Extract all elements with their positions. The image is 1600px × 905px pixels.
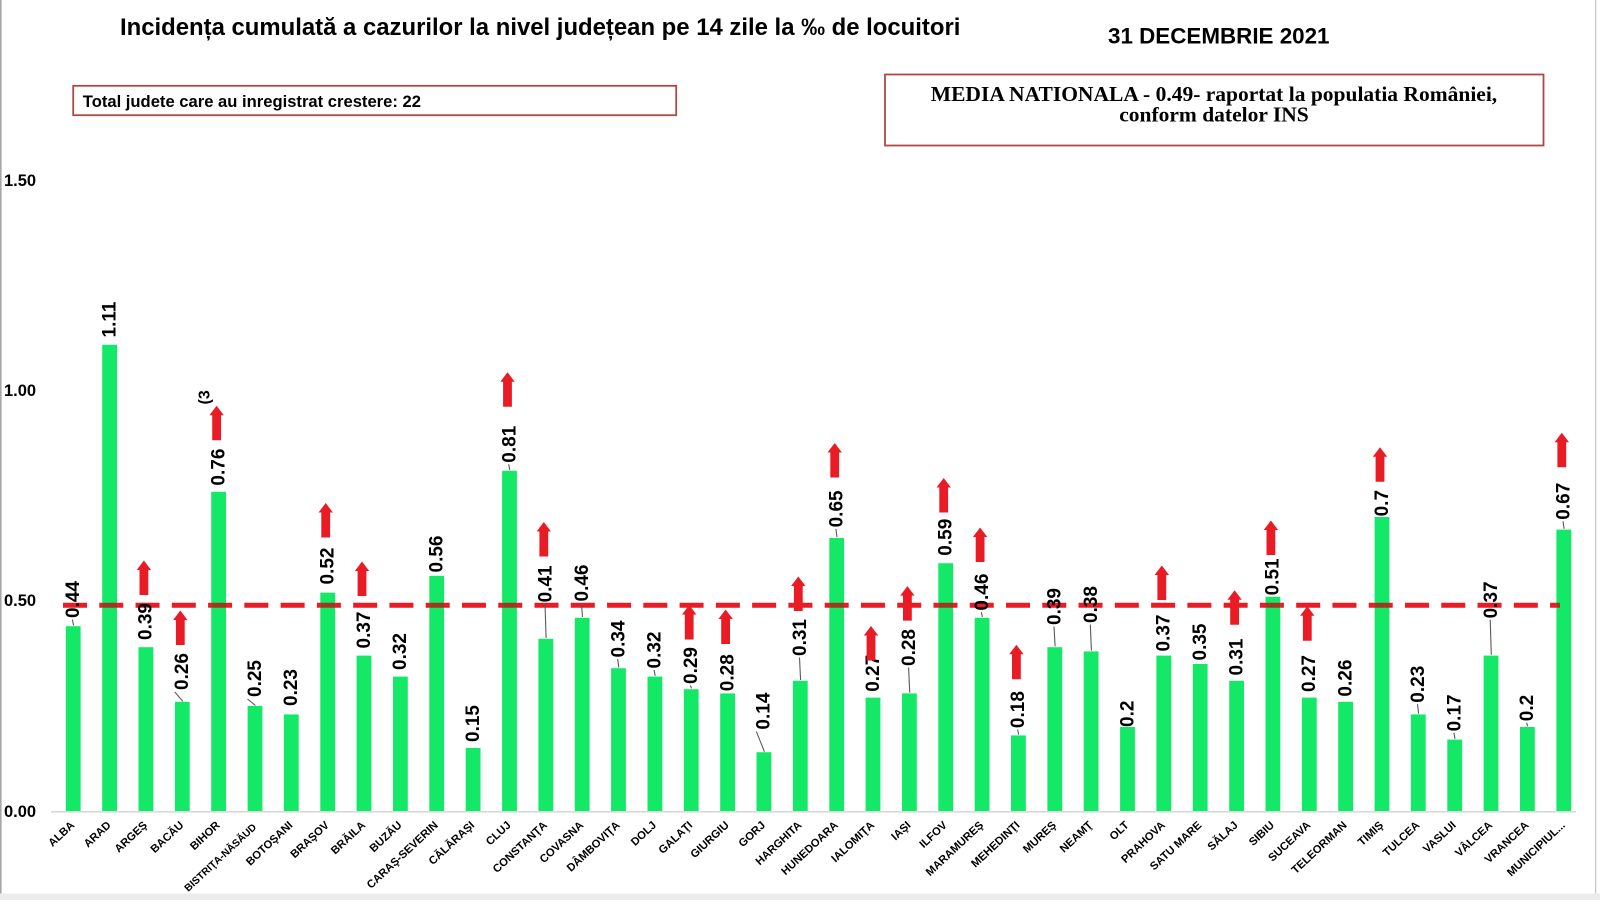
svg-text:0.26: 0.26 xyxy=(172,653,193,690)
svg-text:1.11: 1.11 xyxy=(99,301,120,337)
svg-text:0.25: 0.25 xyxy=(245,660,266,697)
svg-text:0.39: 0.39 xyxy=(136,603,157,640)
svg-text:0.59: 0.59 xyxy=(936,519,957,556)
svg-text:0.38: 0.38 xyxy=(1081,586,1102,623)
svg-text:0.2: 0.2 xyxy=(1517,695,1538,721)
svg-text:0.46: 0.46 xyxy=(972,574,993,611)
svg-text:0.17: 0.17 xyxy=(1445,694,1466,731)
svg-text:Incidența cumulată a cazurilor: Incidența cumulată a cazurilor la nivel … xyxy=(120,14,960,41)
svg-text:0.32: 0.32 xyxy=(390,633,411,670)
svg-text:0.26: 0.26 xyxy=(1335,660,1356,697)
svg-text:0.15: 0.15 xyxy=(463,705,484,742)
svg-text:MEDIA NATIONALA - 0.49- rapor: MEDIA NATIONALA - 0.49- raportat la popu… xyxy=(931,82,1497,106)
svg-text:0.18: 0.18 xyxy=(1008,691,1029,728)
svg-text:31 DECEMBRIE 2021: 31 DECEMBRIE 2021 xyxy=(1108,24,1330,49)
svg-text:0.56: 0.56 xyxy=(427,536,448,573)
svg-text:0.31: 0.31 xyxy=(790,619,811,656)
svg-text:0.2: 0.2 xyxy=(1117,701,1138,727)
svg-text:1.00: 1.00 xyxy=(4,382,36,400)
svg-text:0.23: 0.23 xyxy=(281,669,302,706)
svg-text:0.37: 0.37 xyxy=(1481,581,1502,618)
svg-text:1.50: 1.50 xyxy=(4,172,36,190)
svg-text:0.51: 0.51 xyxy=(1263,558,1284,595)
svg-text:0.41: 0.41 xyxy=(536,565,557,602)
svg-text:0.37: 0.37 xyxy=(1154,615,1175,652)
svg-text:0.29: 0.29 xyxy=(681,647,702,684)
svg-text:0.00: 0.00 xyxy=(4,803,36,821)
svg-text:0.37: 0.37 xyxy=(354,612,375,649)
svg-text:0.65: 0.65 xyxy=(827,490,848,527)
svg-text:0.28: 0.28 xyxy=(899,629,920,666)
svg-text:conform datelor INS: conform datelor INS xyxy=(1119,103,1309,127)
svg-text:0.35: 0.35 xyxy=(1190,623,1211,660)
svg-text:0.34: 0.34 xyxy=(608,620,629,657)
svg-text:0.52: 0.52 xyxy=(318,548,339,585)
svg-text:0.32: 0.32 xyxy=(645,632,666,669)
svg-text:0.50: 0.50 xyxy=(4,592,36,610)
svg-text:0.81: 0.81 xyxy=(499,425,520,462)
svg-text:0.67: 0.67 xyxy=(1554,483,1575,520)
svg-text:0.39: 0.39 xyxy=(1045,588,1066,625)
svg-text:0.44: 0.44 xyxy=(63,581,84,618)
svg-text:0.7: 0.7 xyxy=(1372,490,1393,516)
svg-text:0.31: 0.31 xyxy=(1226,638,1247,675)
svg-text:0.46: 0.46 xyxy=(572,565,593,602)
svg-text:0.76: 0.76 xyxy=(208,449,229,486)
svg-text:Total judete care au inregistr: Total judete care au inregistrat crester… xyxy=(83,92,421,111)
svg-text:(3: (3 xyxy=(197,390,214,404)
svg-text:0.14: 0.14 xyxy=(754,692,775,729)
svg-text:0.27: 0.27 xyxy=(863,655,884,692)
svg-text:0.28: 0.28 xyxy=(717,654,738,691)
svg-text:0.23: 0.23 xyxy=(1408,666,1429,703)
svg-text:0.27: 0.27 xyxy=(1299,655,1320,692)
